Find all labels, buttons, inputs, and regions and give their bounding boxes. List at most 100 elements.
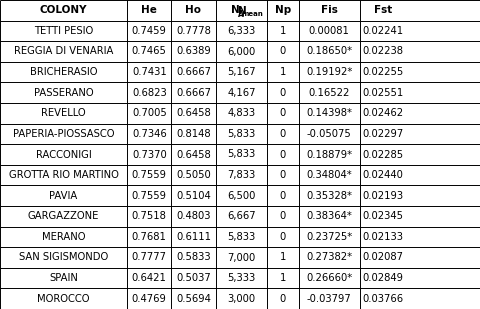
Text: 0: 0 xyxy=(280,232,286,242)
Text: GROTTA RIO MARTINO: GROTTA RIO MARTINO xyxy=(9,170,119,180)
Text: 0.7370: 0.7370 xyxy=(132,150,167,159)
Text: 0: 0 xyxy=(280,294,286,304)
Text: REVELLO: REVELLO xyxy=(41,108,86,118)
Text: 0.18650*: 0.18650* xyxy=(306,46,352,57)
Text: SAN SIGISMONDO: SAN SIGISMONDO xyxy=(19,252,108,263)
Text: 0.7518: 0.7518 xyxy=(132,211,167,221)
Text: PAPERIA-PIOSSASCO: PAPERIA-PIOSSASCO xyxy=(13,129,114,139)
Text: GARGAZZONE: GARGAZZONE xyxy=(28,211,99,221)
Text: 5,167: 5,167 xyxy=(227,67,256,77)
Text: 6,000: 6,000 xyxy=(228,46,255,57)
Text: REGGIA DI VENARIA: REGGIA DI VENARIA xyxy=(14,46,113,57)
Text: 6,667: 6,667 xyxy=(227,211,256,221)
Text: 0.02849: 0.02849 xyxy=(362,273,403,283)
Text: 0.6458: 0.6458 xyxy=(176,108,211,118)
Text: 0.38364*: 0.38364* xyxy=(306,211,352,221)
Text: 0.7346: 0.7346 xyxy=(132,129,167,139)
Text: 5,833: 5,833 xyxy=(228,129,255,139)
Text: 0.5104: 0.5104 xyxy=(176,191,211,201)
Text: 0.02087: 0.02087 xyxy=(362,252,403,263)
Text: 0.02297: 0.02297 xyxy=(362,129,403,139)
Text: 0.5694: 0.5694 xyxy=(176,294,211,304)
Text: 0.6823: 0.6823 xyxy=(132,88,167,98)
Text: 0.02133: 0.02133 xyxy=(362,232,403,242)
Text: 0: 0 xyxy=(280,108,286,118)
Text: 0.6389: 0.6389 xyxy=(176,46,211,57)
Text: 0.02255: 0.02255 xyxy=(362,67,403,77)
Text: 0.35328*: 0.35328* xyxy=(306,191,352,201)
Text: 0: 0 xyxy=(280,46,286,57)
Text: 0.4769: 0.4769 xyxy=(132,294,167,304)
Text: 0.7459: 0.7459 xyxy=(132,26,167,36)
Text: 0.02462: 0.02462 xyxy=(362,108,403,118)
Text: 0.7465: 0.7465 xyxy=(132,46,167,57)
Text: 0.02241: 0.02241 xyxy=(362,26,403,36)
Text: 4,833: 4,833 xyxy=(228,108,255,118)
Text: MOROCCO: MOROCCO xyxy=(37,294,90,304)
Text: 0.02285: 0.02285 xyxy=(362,150,403,159)
Text: 0.02345: 0.02345 xyxy=(362,211,403,221)
Text: 1: 1 xyxy=(280,67,286,77)
Text: 0.6421: 0.6421 xyxy=(132,273,167,283)
Text: 1: 1 xyxy=(280,273,286,283)
Text: 6,500: 6,500 xyxy=(227,191,256,201)
Text: 0: 0 xyxy=(280,88,286,98)
Text: 5,833: 5,833 xyxy=(228,232,255,242)
Text: 0.26660*: 0.26660* xyxy=(306,273,352,283)
Text: 0.14398*: 0.14398* xyxy=(306,108,352,118)
Text: 0: 0 xyxy=(280,211,286,221)
Text: 0.03766: 0.03766 xyxy=(362,294,403,304)
Text: $\mathregular{N}$: $\mathregular{N}$ xyxy=(237,4,246,16)
Text: 7,000: 7,000 xyxy=(228,252,255,263)
Text: -0.05075: -0.05075 xyxy=(307,129,352,139)
Text: 0.7431: 0.7431 xyxy=(132,67,167,77)
Text: 0: 0 xyxy=(280,129,286,139)
Text: 0.7778: 0.7778 xyxy=(176,26,211,36)
Text: 4,167: 4,167 xyxy=(227,88,256,98)
Text: 0.6111: 0.6111 xyxy=(176,232,211,242)
Text: 0.02440: 0.02440 xyxy=(362,170,403,180)
Text: 0.19192*: 0.19192* xyxy=(306,67,352,77)
Text: He: He xyxy=(141,5,157,15)
Text: RACCONIGI: RACCONIGI xyxy=(36,150,92,159)
Text: mean: mean xyxy=(241,11,263,17)
Text: PAVIA: PAVIA xyxy=(49,191,78,201)
Text: 0.34804*: 0.34804* xyxy=(306,170,352,180)
Text: 0: 0 xyxy=(280,170,286,180)
Text: 0.6667: 0.6667 xyxy=(176,88,211,98)
Text: 0.18879*: 0.18879* xyxy=(306,150,352,159)
Text: 0.6458: 0.6458 xyxy=(176,150,211,159)
Text: MERANO: MERANO xyxy=(42,232,85,242)
Text: 3,000: 3,000 xyxy=(228,294,255,304)
Text: 6,333: 6,333 xyxy=(228,26,255,36)
Text: 0.00081: 0.00081 xyxy=(309,26,350,36)
Text: 0.7559: 0.7559 xyxy=(132,191,167,201)
Text: Ho: Ho xyxy=(185,5,202,15)
Text: 1: 1 xyxy=(280,252,286,263)
Text: Fst: Fst xyxy=(373,5,392,15)
Text: 0.7681: 0.7681 xyxy=(132,232,167,242)
Text: Np: Np xyxy=(275,5,291,15)
Text: SPAIN: SPAIN xyxy=(49,273,78,283)
Text: 5,333: 5,333 xyxy=(228,273,255,283)
Text: Fis: Fis xyxy=(321,5,338,15)
Text: 0: 0 xyxy=(280,150,286,159)
Text: TETTI PESIO: TETTI PESIO xyxy=(34,26,93,36)
Text: 0.8148: 0.8148 xyxy=(176,129,211,139)
Text: N: N xyxy=(231,5,240,15)
Text: 0.5833: 0.5833 xyxy=(176,252,211,263)
Text: 0.16522: 0.16522 xyxy=(309,88,350,98)
Text: 7,833: 7,833 xyxy=(228,170,255,180)
Text: 0.02551: 0.02551 xyxy=(362,88,403,98)
Text: BRICHERASIO: BRICHERASIO xyxy=(30,67,97,77)
Text: 0.7559: 0.7559 xyxy=(132,170,167,180)
Text: 0.5037: 0.5037 xyxy=(176,273,211,283)
Text: 0.7005: 0.7005 xyxy=(132,108,167,118)
Text: 0.27382*: 0.27382* xyxy=(306,252,352,263)
Text: 1: 1 xyxy=(280,26,286,36)
Text: COLONY: COLONY xyxy=(40,5,87,15)
Text: 0.7777: 0.7777 xyxy=(132,252,167,263)
Text: 0.02238: 0.02238 xyxy=(362,46,403,57)
Text: 0.4803: 0.4803 xyxy=(176,211,211,221)
Text: 0.6667: 0.6667 xyxy=(176,67,211,77)
